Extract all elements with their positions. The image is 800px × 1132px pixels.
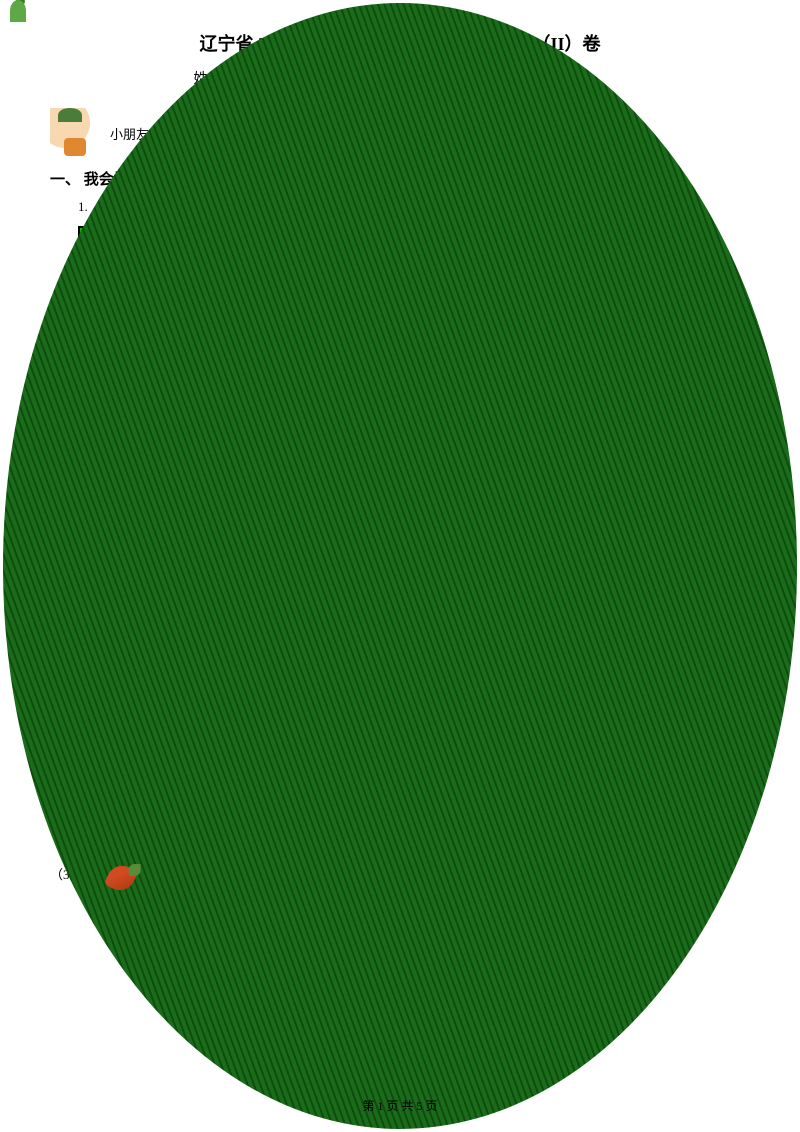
page-footer: 第 1 页 共 5 页 (0, 1097, 800, 1114)
watermelon-icon (108, 821, 134, 847)
q5-sub2: （2） 从 开始数， 是第 个。 (50, 821, 750, 847)
boy-icon (50, 108, 100, 158)
